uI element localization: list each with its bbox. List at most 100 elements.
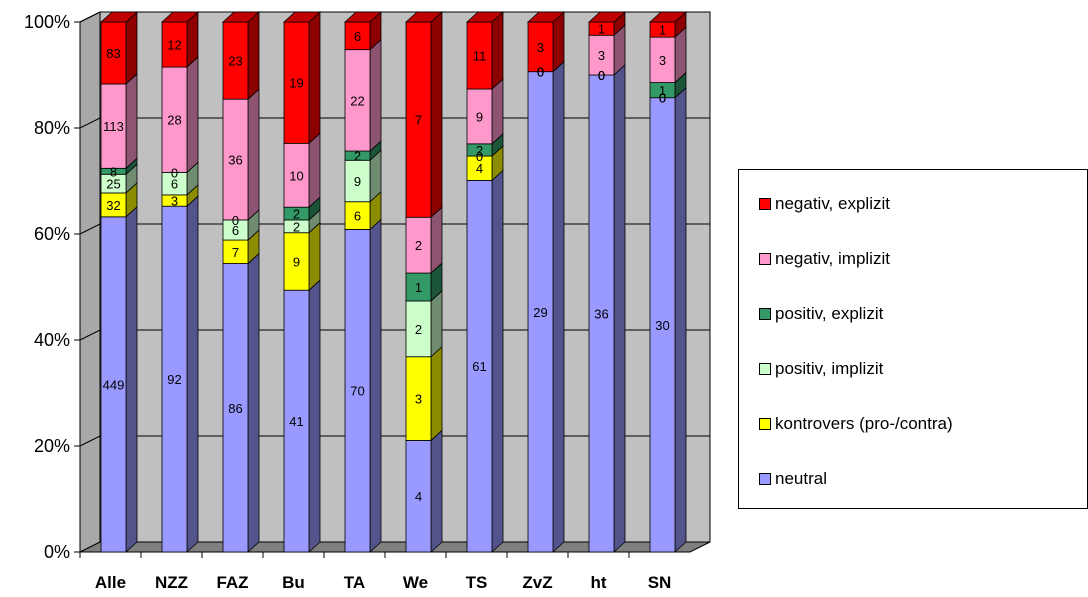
data-label: 4 (415, 489, 422, 504)
data-label: 70 (350, 384, 364, 399)
bar-segment (100, 11, 138, 85)
bar-side (308, 279, 321, 553)
bar-segment (283, 132, 321, 209)
bar-top (404, 11, 444, 23)
data-label: 3 (537, 40, 544, 55)
gridline (79, 329, 710, 341)
bar-side (247, 11, 260, 101)
bar-segment (649, 26, 687, 84)
data-label: 0 (537, 65, 544, 80)
bar-segment (649, 71, 687, 99)
bar-front (405, 216, 432, 274)
bar-front (588, 34, 615, 76)
legend-item: neutral (759, 467, 827, 491)
data-label: 0 (598, 68, 605, 83)
gridline (79, 435, 710, 447)
bar-side (125, 205, 138, 553)
bar-segment (405, 345, 443, 442)
legend-item: negativ, explizit (759, 192, 890, 216)
category-label: FAZ (216, 573, 248, 592)
bar-side (369, 38, 382, 152)
data-label: 8 (110, 164, 117, 179)
bar-segment (405, 11, 443, 219)
legend-label: positiv, implizit (775, 359, 884, 378)
bar-front (344, 201, 371, 230)
y-tick-label: 20% (34, 436, 70, 456)
y-tick-label: 60% (34, 224, 70, 244)
legend-item: negativ, implizit (759, 247, 890, 271)
data-label: 92 (167, 372, 181, 387)
legend-item: kontrovers (pro-/contra) (759, 412, 953, 436)
y-tick-label: 40% (34, 330, 70, 350)
data-label: 2 (415, 322, 422, 337)
bar-top (221, 11, 261, 23)
bar-segment (161, 161, 199, 196)
legend-label: neutral (775, 469, 827, 488)
bar-segment (405, 429, 443, 553)
bar-segment (222, 11, 260, 101)
bar-segment (161, 11, 199, 69)
legend-label: negativ, implizit (775, 249, 890, 268)
bar-side (308, 11, 321, 145)
data-label: 0 (537, 65, 544, 80)
data-label: 2 (415, 238, 422, 253)
data-label: 0 (598, 68, 605, 83)
bar-front (466, 155, 493, 181)
legend-swatch (759, 473, 771, 485)
bar-side (491, 11, 504, 90)
bar-segment (466, 169, 504, 553)
bar-top (526, 11, 566, 23)
bar-segment (466, 78, 504, 145)
data-label: 61 (472, 359, 486, 374)
legend-swatch (759, 198, 771, 210)
bar-side (552, 60, 565, 553)
bar-segment (466, 11, 504, 90)
category-label: Bu (282, 573, 305, 592)
data-label: 3 (415, 392, 422, 407)
legend-item: positiv, implizit (759, 357, 883, 381)
bar-segment (527, 11, 565, 73)
data-label: 12 (167, 38, 181, 53)
bar-front (100, 21, 127, 85)
bar-front (222, 21, 249, 100)
bar-segment (649, 11, 687, 39)
data-label: 3 (598, 48, 605, 63)
y-tick-label: 80% (34, 118, 70, 138)
bar-side (247, 88, 260, 221)
category-label: ht (590, 573, 606, 592)
bar-side (430, 11, 443, 219)
data-label: 32 (106, 198, 120, 213)
data-labels: 4493225811383923602812867603623419221019… (103, 22, 670, 505)
data-label: 0 (232, 213, 239, 228)
data-label: 1 (659, 83, 666, 98)
data-label: 9 (354, 174, 361, 189)
bar-segment (100, 205, 138, 553)
bar-segment (649, 86, 687, 553)
data-label: 22 (350, 93, 364, 108)
bar-front (161, 21, 188, 68)
data-label: 0 (537, 65, 544, 80)
data-label: 9 (293, 254, 300, 269)
data-label: 7 (415, 113, 422, 128)
data-label: 2 (293, 219, 300, 234)
bar-segment (100, 73, 138, 170)
data-label: 19 (289, 76, 303, 91)
data-label: 11 (473, 49, 487, 64)
data-label: 6 (354, 209, 361, 224)
bar-segment (222, 229, 260, 265)
data-label: 36 (594, 307, 608, 322)
bar-top (99, 11, 139, 23)
legend-swatch (759, 418, 771, 430)
legend-swatch (759, 253, 771, 265)
bar-top (648, 11, 688, 23)
bar-front (649, 36, 676, 83)
bar-top (465, 11, 505, 23)
bar-front (588, 74, 615, 553)
legend-label: negativ, explizit (775, 194, 890, 213)
data-label: 113 (103, 119, 124, 134)
bar-top (343, 11, 383, 23)
bar-segment (588, 64, 626, 553)
data-label: 41 (289, 414, 303, 429)
legend: negativ, explizit negativ, implizit positi… (738, 169, 1088, 509)
